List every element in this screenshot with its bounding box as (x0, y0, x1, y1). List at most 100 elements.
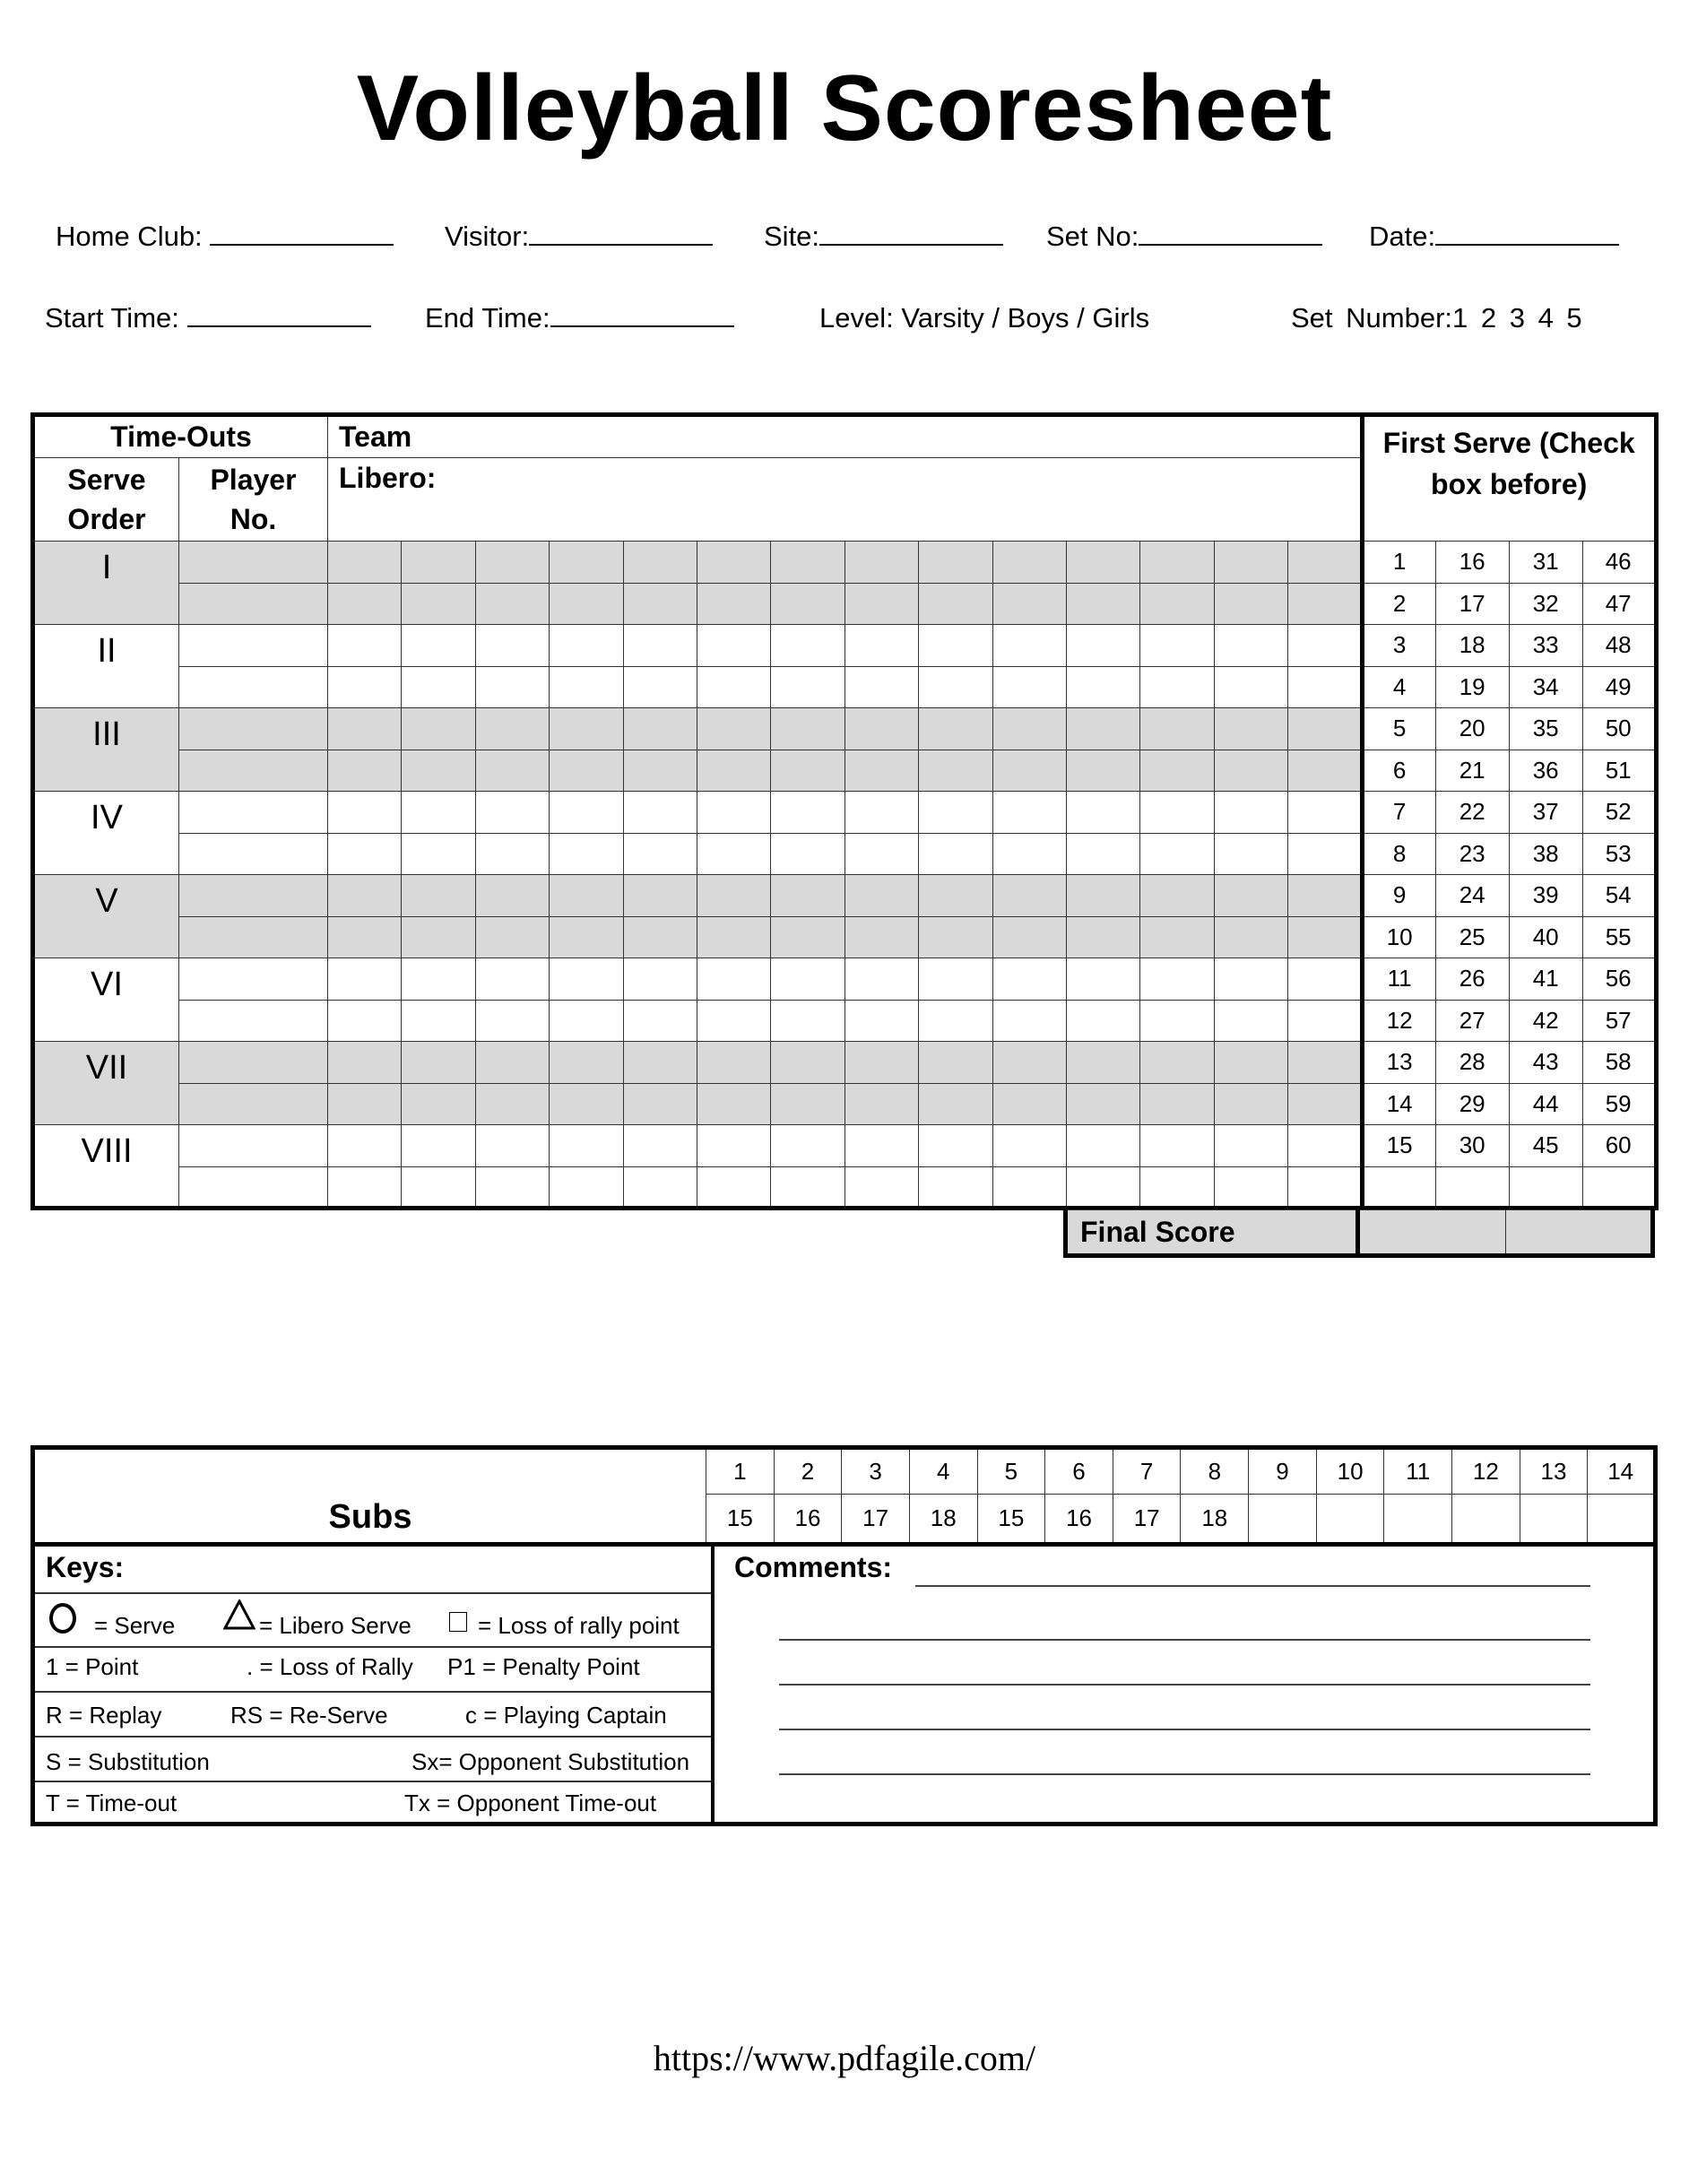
final-score-cell[interactable] (1356, 1209, 1506, 1256)
score-cell[interactable] (992, 707, 1067, 750)
sub-cell[interactable]: 7 (1112, 1447, 1182, 1495)
score-cell[interactable] (622, 999, 697, 1042)
score-cell[interactable] (622, 541, 697, 584)
score-cell[interactable] (474, 832, 550, 875)
first-serve-box[interactable]: 16 (1434, 541, 1510, 584)
score-cell[interactable] (474, 874, 550, 917)
score-cell[interactable] (992, 1166, 1067, 1209)
score-cell[interactable] (549, 1082, 624, 1125)
player-no-cell[interactable] (178, 832, 328, 875)
first-serve-box[interactable]: 31 (1508, 541, 1583, 584)
sub-cell[interactable]: 13 (1519, 1447, 1589, 1495)
score-cell[interactable] (1213, 1124, 1289, 1167)
first-serve-box[interactable]: 26 (1434, 958, 1510, 1001)
score-cell[interactable] (474, 749, 550, 792)
first-serve-box[interactable]: 14 (1359, 1082, 1436, 1125)
sub-cell[interactable]: 18 (908, 1494, 978, 1545)
first-serve-box[interactable]: 39 (1508, 874, 1583, 917)
score-cell[interactable] (401, 707, 476, 750)
score-cell[interactable] (1065, 665, 1141, 708)
score-cell[interactable] (1287, 707, 1363, 750)
sub-cell[interactable]: 10 (1315, 1447, 1385, 1495)
first-serve-box[interactable]: 10 (1359, 915, 1436, 958)
score-cell[interactable] (549, 999, 624, 1042)
score-cell[interactable] (918, 1082, 993, 1125)
date-field[interactable]: Date: (1369, 221, 1620, 253)
score-cell[interactable] (622, 915, 697, 958)
score-cell[interactable] (1065, 582, 1141, 625)
score-cell[interactable] (992, 1124, 1067, 1167)
score-cell[interactable] (622, 749, 697, 792)
final-score-cell[interactable] (1504, 1209, 1654, 1256)
first-serve-box[interactable]: 22 (1434, 791, 1510, 834)
first-serve-box[interactable]: 47 (1581, 582, 1657, 625)
score-cell[interactable] (1065, 958, 1141, 1001)
score-cell[interactable] (1139, 1166, 1215, 1209)
score-cell[interactable] (696, 707, 772, 750)
score-cell[interactable] (1065, 1124, 1141, 1167)
sub-cell[interactable]: 4 (908, 1447, 978, 1495)
score-cell[interactable] (1065, 1082, 1141, 1125)
score-cell[interactable] (326, 791, 403, 834)
score-cell[interactable] (1139, 832, 1215, 875)
score-cell[interactable] (1065, 707, 1141, 750)
score-cell[interactable] (918, 1041, 993, 1084)
first-serve-box[interactable]: 37 (1508, 791, 1583, 834)
first-serve-box[interactable]: 55 (1581, 915, 1657, 958)
score-cell[interactable] (622, 665, 697, 708)
score-cell[interactable] (1065, 624, 1141, 667)
comment-line[interactable] (779, 1684, 1590, 1686)
score-cell[interactable] (696, 582, 772, 625)
score-cell[interactable] (696, 1124, 772, 1167)
score-cell[interactable] (401, 832, 476, 875)
score-cell[interactable] (1287, 665, 1363, 708)
first-serve-box[interactable]: 33 (1508, 624, 1583, 667)
first-serve-box[interactable]: 59 (1581, 1082, 1657, 1125)
score-cell[interactable] (696, 541, 772, 584)
score-cell[interactable] (770, 958, 845, 1001)
player-no-cell[interactable] (178, 1166, 328, 1209)
sub-cell[interactable] (1383, 1494, 1453, 1545)
score-cell[interactable] (1287, 749, 1363, 792)
score-cell[interactable] (1287, 624, 1363, 667)
score-cell[interactable] (401, 1166, 476, 1209)
team-header[interactable]: Team (327, 414, 1363, 458)
sub-cell[interactable]: 9 (1248, 1447, 1317, 1495)
score-cell[interactable] (622, 707, 697, 750)
visitor-field[interactable]: Visitor: (445, 221, 714, 253)
score-cell[interactable] (474, 1082, 550, 1125)
score-cell[interactable] (1139, 541, 1215, 584)
sub-cell[interactable]: 1 (706, 1447, 775, 1495)
score-cell[interactable] (770, 665, 845, 708)
first-serve-box[interactable] (1359, 1166, 1436, 1209)
level-field[interactable]: Level: Varsity / Boys / Girls (819, 302, 1150, 334)
score-cell[interactable] (918, 1166, 993, 1209)
first-serve-box[interactable]: 24 (1434, 874, 1510, 917)
score-cell[interactable] (326, 915, 403, 958)
score-cell[interactable] (622, 1166, 697, 1209)
first-serve-box[interactable]: 2 (1359, 582, 1436, 625)
score-cell[interactable] (474, 665, 550, 708)
first-serve-box[interactable]: 34 (1508, 665, 1583, 708)
score-cell[interactable] (622, 624, 697, 667)
score-cell[interactable] (1065, 1166, 1141, 1209)
score-cell[interactable] (696, 958, 772, 1001)
score-cell[interactable] (918, 1124, 993, 1167)
comment-line[interactable] (779, 1639, 1590, 1641)
score-cell[interactable] (1139, 791, 1215, 834)
score-cell[interactable] (992, 915, 1067, 958)
score-cell[interactable] (401, 624, 476, 667)
first-serve-box[interactable]: 29 (1434, 1082, 1510, 1125)
score-cell[interactable] (992, 874, 1067, 917)
score-cell[interactable] (844, 707, 920, 750)
footer-url[interactable]: https://www.pdfagile.com/ (653, 2038, 1036, 2078)
score-cell[interactable] (844, 1082, 920, 1125)
sub-cell[interactable]: 12 (1451, 1447, 1520, 1495)
score-cell[interactable] (770, 1166, 845, 1209)
score-cell[interactable] (1213, 832, 1289, 875)
comment-line[interactable] (915, 1585, 1590, 1587)
score-cell[interactable] (1213, 749, 1289, 792)
score-cell[interactable] (770, 791, 845, 834)
score-cell[interactable] (1065, 832, 1141, 875)
score-cell[interactable] (992, 958, 1067, 1001)
